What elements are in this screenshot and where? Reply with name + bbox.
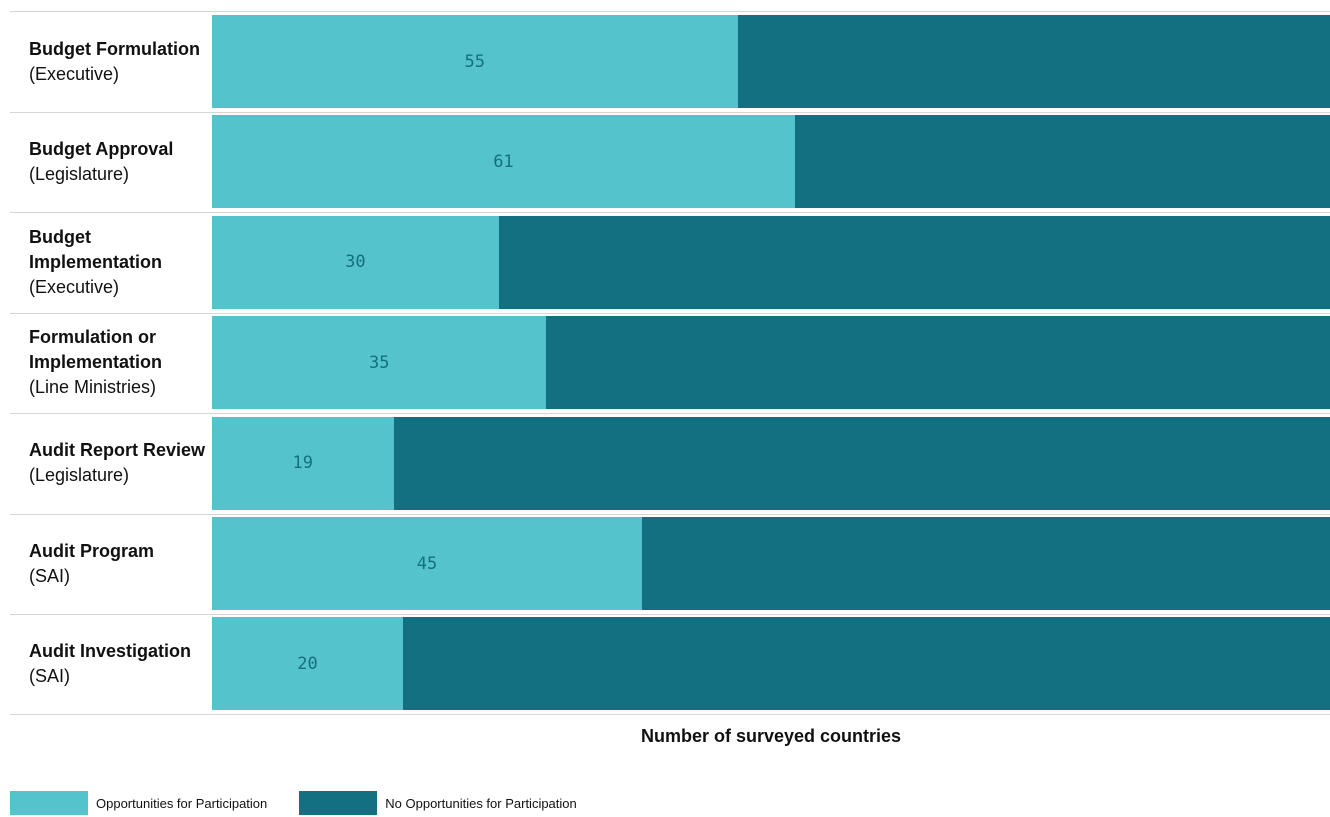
category-label-main: Audit Investigation [29, 640, 191, 661]
category-label: Budget Formulation (Executive) [29, 15, 207, 108]
category-label: Budget Implementation (Executive) [29, 216, 207, 309]
legend: Opportunities for Participation No Oppor… [10, 791, 609, 815]
bar-opportunities [212, 316, 547, 410]
category-label-sub: (Legislature) [29, 163, 130, 184]
x-axis-title: Number of surveyed countries [640, 726, 902, 746]
bar-opportunities [212, 115, 795, 209]
category-label-main: Budget Implementation [29, 226, 163, 272]
bar-opportunities [212, 215, 499, 309]
legend-swatch-no-opportunities [299, 791, 378, 815]
legend-item-no-opportunities: No Opportunities for Participation [299, 791, 577, 815]
legend-item-opportunities: Opportunities for Participation [10, 791, 267, 815]
bar-value-label: 30 [345, 252, 366, 273]
bar-no-opportunities [737, 15, 1330, 108]
category-label-main: Audit Report Review [29, 440, 206, 461]
category-label-sub: (Executive) [29, 63, 120, 84]
bar-no-opportunities [546, 316, 1330, 410]
category-label-sub: (SAI) [29, 665, 71, 686]
bar-value-label: 55 [464, 51, 486, 72]
bar-no-opportunities [794, 115, 1330, 209]
bar-no-opportunities [642, 517, 1330, 610]
bar-value-label: 35 [368, 352, 390, 373]
category-label-main: Budget Formulation [29, 38, 200, 59]
row-separator [10, 513, 1330, 515]
bar-opportunities [212, 15, 738, 108]
row-separator [10, 212, 1330, 214]
bar-no-opportunities [498, 215, 1330, 309]
row-separator [10, 413, 1330, 415]
row-separator [10, 714, 1330, 716]
legend-label-no-opportunities: No Opportunities for Participation [385, 795, 577, 811]
category-label-main: Budget Approval [29, 138, 174, 159]
bar-value-label: 19 [292, 453, 314, 474]
row-separator [10, 614, 1330, 615]
category-label: Audit Report Review (Legislature) [29, 417, 207, 510]
category-label-main: Formulation or Implementation [29, 327, 163, 373]
row-separator [10, 112, 1330, 113]
category-label: Audit Program (SAI) [29, 517, 207, 610]
bar-opportunities [212, 517, 642, 610]
bar-value-label: 20 [297, 653, 318, 674]
category-label-sub: (Line Ministries) [29, 377, 157, 398]
category-label: Formulation or Implementation (Line Minis… [29, 316, 207, 409]
bar-value-label: 45 [416, 553, 438, 574]
category-label: Audit Investigation (SAI) [29, 617, 207, 710]
category-label-sub: (Executive) [29, 276, 120, 297]
bar-opportunities [212, 617, 404, 711]
bar-value-label: 61 [493, 151, 514, 172]
category-label-sub: (SAI) [29, 565, 71, 586]
row-separator [10, 11, 1330, 12]
bar-no-opportunities [403, 617, 1330, 711]
bar-no-opportunities [393, 416, 1330, 510]
bar-opportunities [212, 416, 394, 510]
row-separator [10, 312, 1330, 314]
legend-swatch-opportunities [10, 791, 88, 815]
legend-label-opportunities: Opportunities for Participation [96, 795, 268, 811]
category-label: Budget Approval (Legislature) [29, 115, 207, 208]
category-label-main: Audit Program [29, 540, 155, 561]
category-label-sub: (Legislature) [29, 465, 130, 486]
